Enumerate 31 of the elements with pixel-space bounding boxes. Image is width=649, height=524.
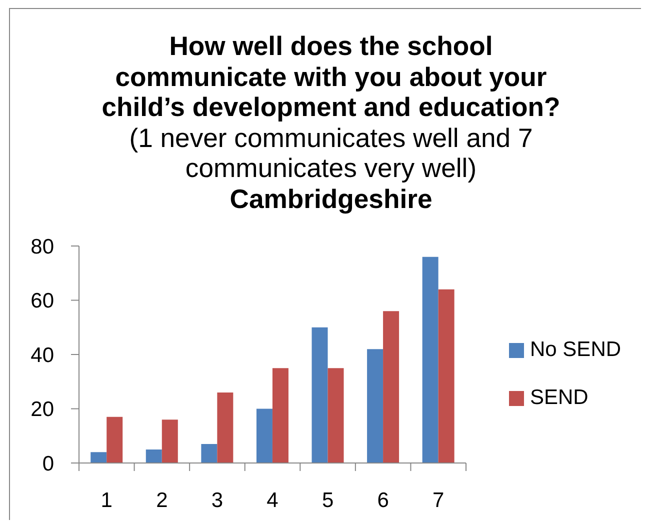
bar [272,368,288,463]
legend-label: No SEND [530,338,622,362]
y-tick-label: 60 [30,290,54,313]
x-tick-label: 2 [156,489,168,512]
bar [422,256,438,463]
text: Cambridgeshire [228,184,434,215]
x-tick-label: 1 [100,489,112,512]
bar [217,392,234,463]
bar [90,452,107,463]
bar [162,420,178,463]
x-tick-label: 3 [211,489,224,512]
bar [367,349,384,463]
bar [106,416,123,463]
bar [328,368,344,463]
chart-subtitle: (1 never communicates well and 7 communicates very well) [128,122,534,184]
y-tick-label: 40 [30,344,54,367]
bar [256,408,272,463]
bar [312,327,328,463]
x-tick-label: 4 [266,489,279,512]
x-tick-label: 6 [377,489,389,512]
x-tick-label: 7 [432,489,444,512]
bar [146,449,162,463]
bar [201,444,218,463]
y-tick-label: 80 [30,235,54,258]
bar [438,289,454,463]
y-tick-label: 20 [30,398,54,422]
bar [383,311,400,463]
x-tick-label: 5 [322,489,334,512]
chart-title: How well does the school communicate with you about your child’s development and education? [100,31,562,123]
legend-label: SEND [530,386,588,410]
y-tick-label: 0 [42,452,54,476]
